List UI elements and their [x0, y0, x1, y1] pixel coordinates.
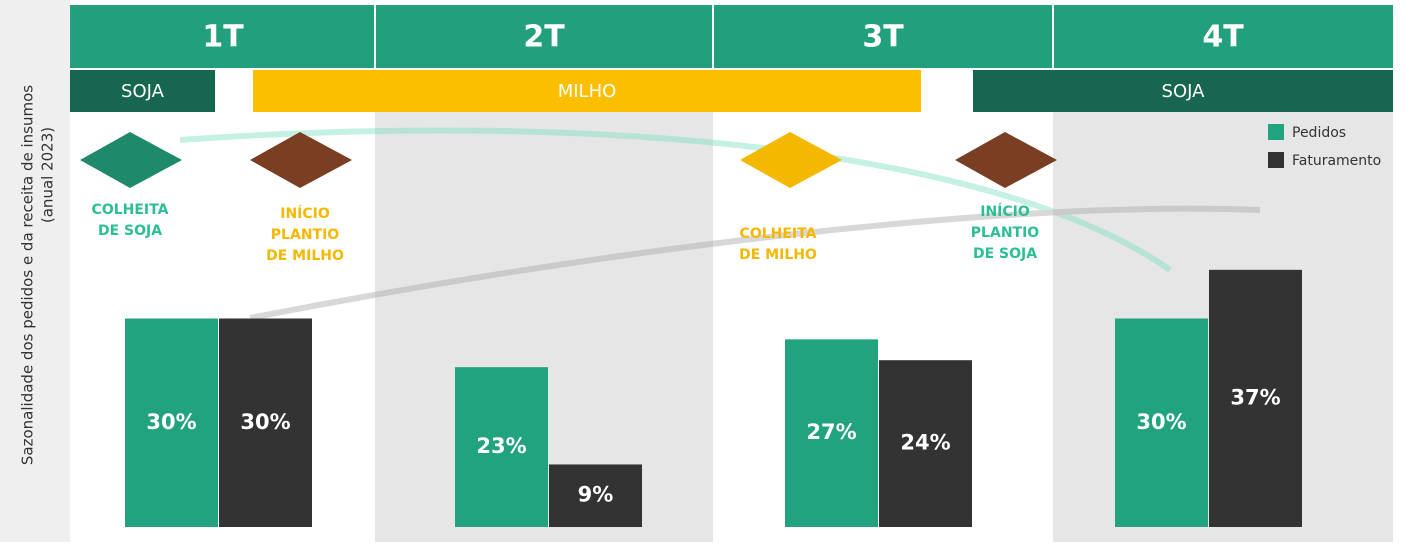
annotation: INÍCIO	[280, 205, 330, 222]
annotation: INÍCIO	[980, 203, 1030, 220]
quarter-label: 1T	[202, 20, 244, 55]
annotation: PLANTIO	[271, 227, 339, 243]
value-label: 27%	[806, 420, 856, 444]
annotation: COLHEITA	[92, 202, 169, 218]
value-label: 37%	[1230, 385, 1280, 409]
header-bar	[70, 5, 1393, 68]
season-label: SOJA	[1162, 81, 1206, 102]
season-label: SOJA	[121, 81, 165, 102]
annotation: DE SOJA	[973, 246, 1037, 262]
y-axis-label: (anual 2023)	[39, 127, 57, 223]
annotation: DE SOJA	[98, 223, 162, 239]
legend-label: Pedidos	[1292, 125, 1346, 141]
chart: Sazonalidade dos pedidos e da receita de…	[0, 0, 1405, 542]
annotation: PLANTIO	[971, 225, 1039, 241]
quarter-label: 2T	[523, 20, 565, 55]
y-axis-label: Sazonalidade dos pedidos e da receita de…	[19, 85, 37, 465]
value-label: 30%	[240, 410, 290, 434]
quarter-label: 3T	[862, 20, 904, 55]
quarter-label: 4T	[1202, 20, 1244, 55]
value-label: 23%	[476, 434, 526, 458]
annotation: DE MILHO	[266, 248, 344, 264]
value-label: 24%	[900, 431, 950, 455]
value-label: 30%	[1136, 410, 1186, 434]
legend-swatch	[1268, 124, 1284, 140]
season-label: MILHO	[558, 81, 617, 102]
value-label: 9%	[578, 483, 614, 507]
annotation: DE MILHO	[739, 247, 817, 263]
legend-swatch	[1268, 152, 1284, 168]
value-label: 30%	[146, 410, 196, 434]
annotation: COLHEITA	[740, 226, 817, 242]
legend-label: Faturamento	[1292, 153, 1381, 169]
